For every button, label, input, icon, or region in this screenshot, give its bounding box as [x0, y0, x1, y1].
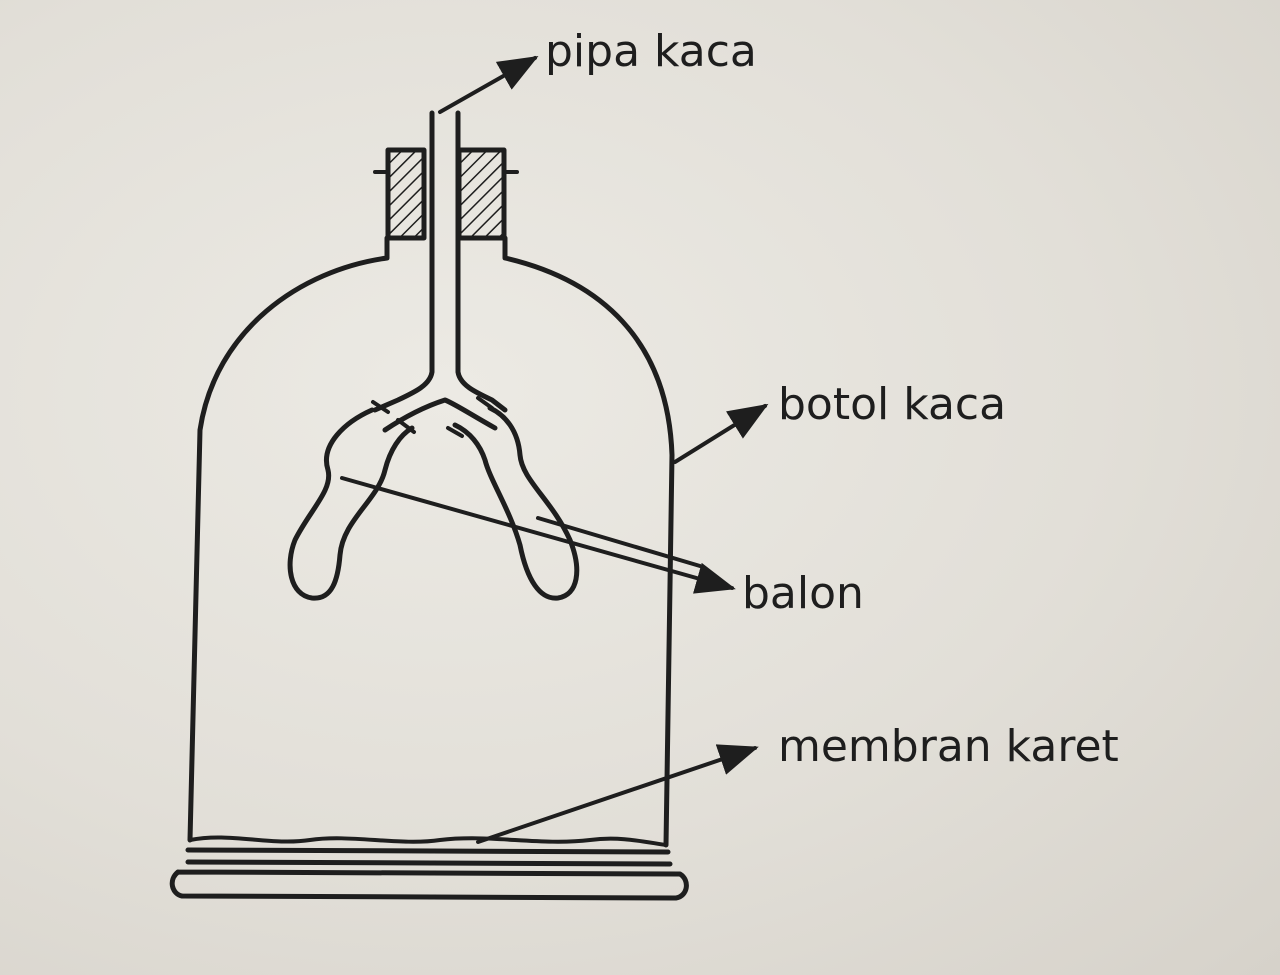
- arrow-botol-kaca: [673, 403, 769, 464]
- arrow-balon-right: [536, 516, 702, 568]
- arrow-membran-karet: [476, 744, 759, 844]
- label-membran-karet: membran karet: [778, 721, 1119, 772]
- arrow-pipa-kaca: [438, 56, 539, 114]
- label-pipa-kaca: pipa kaca: [545, 26, 757, 77]
- glass-bottle: [187, 235, 675, 848]
- arrow-balon-left: [340, 476, 736, 594]
- balloon-tie-marks: [371, 396, 494, 438]
- left-balloon: [287, 407, 415, 601]
- rubber-stopper: [373, 147, 519, 241]
- bottle-base-rim: [169, 847, 689, 901]
- label-botol-kaca: botol kaca: [778, 379, 1007, 430]
- right-balloon: [452, 405, 580, 601]
- rubber-membrane: [188, 835, 668, 847]
- label-balon: balon: [742, 568, 864, 619]
